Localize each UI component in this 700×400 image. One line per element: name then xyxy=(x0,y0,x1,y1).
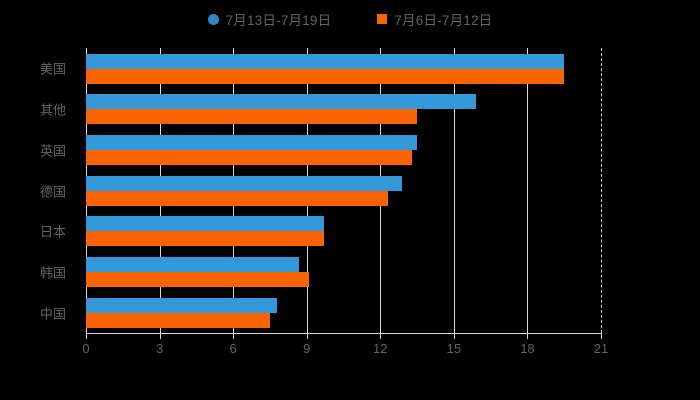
x-tick-label-0: 0 xyxy=(82,341,90,356)
x-tick-mark-0 xyxy=(86,334,87,339)
x-axis-line xyxy=(86,333,602,334)
bar-series-0[interactable] xyxy=(86,216,324,232)
y-axis-category-labels: 美国其他英国德国日本韩国中国 xyxy=(0,48,76,333)
x-tick-label-3: 3 xyxy=(155,341,164,356)
bar-group xyxy=(86,89,601,130)
y-axis-label-0: 美国 xyxy=(39,61,66,77)
x-tick-label-18: 18 xyxy=(520,341,535,356)
bar-series-1[interactable] xyxy=(86,312,270,328)
bar-series-1[interactable] xyxy=(86,149,413,165)
y-axis-label-2: 英国 xyxy=(39,143,66,159)
bar-group xyxy=(86,48,601,89)
legend-entry-series-1[interactable]: 7月6日-7月12日 xyxy=(377,9,492,29)
y-axis-label-5: 韩国 xyxy=(39,265,66,281)
x-tick-label-6: 6 xyxy=(229,341,237,356)
x-tick-mark-18 xyxy=(527,334,529,339)
x-tick-label-21: 21 xyxy=(593,341,609,356)
y-axis-label-6: 中国 xyxy=(39,306,66,322)
y-axis-label-1: 其他 xyxy=(39,102,66,118)
bar-group xyxy=(86,292,601,333)
bar-series-1[interactable] xyxy=(86,109,418,125)
legend-marker-square-icon xyxy=(377,14,388,24)
legend-marker-circle-icon xyxy=(207,13,219,25)
bar-group xyxy=(86,129,601,170)
bar-series-0[interactable] xyxy=(86,134,418,150)
bar-group xyxy=(86,211,601,252)
bar-group xyxy=(86,252,601,293)
bar-series-0[interactable] xyxy=(86,297,278,313)
x-axis-ticks: 0 3 6 9 12 15 18 21 xyxy=(0,334,700,358)
gridline-x-15 xyxy=(453,48,455,333)
x-tick-mark-12 xyxy=(380,334,382,339)
x-tick-mark-21 xyxy=(601,334,602,339)
y-axis-label-4: 日本 xyxy=(39,224,66,240)
gridline-x-21 xyxy=(601,48,602,333)
bar-series-0[interactable] xyxy=(86,53,565,69)
bar-group xyxy=(86,170,601,211)
x-tick-label-9: 9 xyxy=(303,341,311,356)
x-tick-mark-9 xyxy=(306,334,308,339)
bar-series-1[interactable] xyxy=(86,272,310,288)
x-tick-mark-3 xyxy=(159,334,161,339)
legend-entry-series-0[interactable]: 7月13日-7月19日 xyxy=(207,9,332,29)
legend-label-series-0: 7月13日-7月19日 xyxy=(225,13,332,28)
x-tick-label-12: 12 xyxy=(373,341,388,356)
legend-label-series-1: 7月6日-7月12日 xyxy=(394,13,493,28)
chart-plot-area xyxy=(86,48,602,333)
y-axis-label-3: 德国 xyxy=(39,184,66,199)
gridline-x-18 xyxy=(527,48,529,333)
bar-series-0[interactable] xyxy=(86,94,476,110)
bar-series-1[interactable] xyxy=(86,190,388,206)
bar-series-0[interactable] xyxy=(86,257,300,273)
x-tick-label-15: 15 xyxy=(446,341,462,356)
chart-legend: 7月13日-7月19日 7月6日-7月12日 xyxy=(0,6,700,32)
x-tick-mark-6 xyxy=(233,334,235,339)
x-tick-mark-15 xyxy=(453,334,455,339)
bar-series-1[interactable] xyxy=(86,68,565,84)
bar-series-1[interactable] xyxy=(86,231,324,247)
bar-series-0[interactable] xyxy=(86,175,403,191)
